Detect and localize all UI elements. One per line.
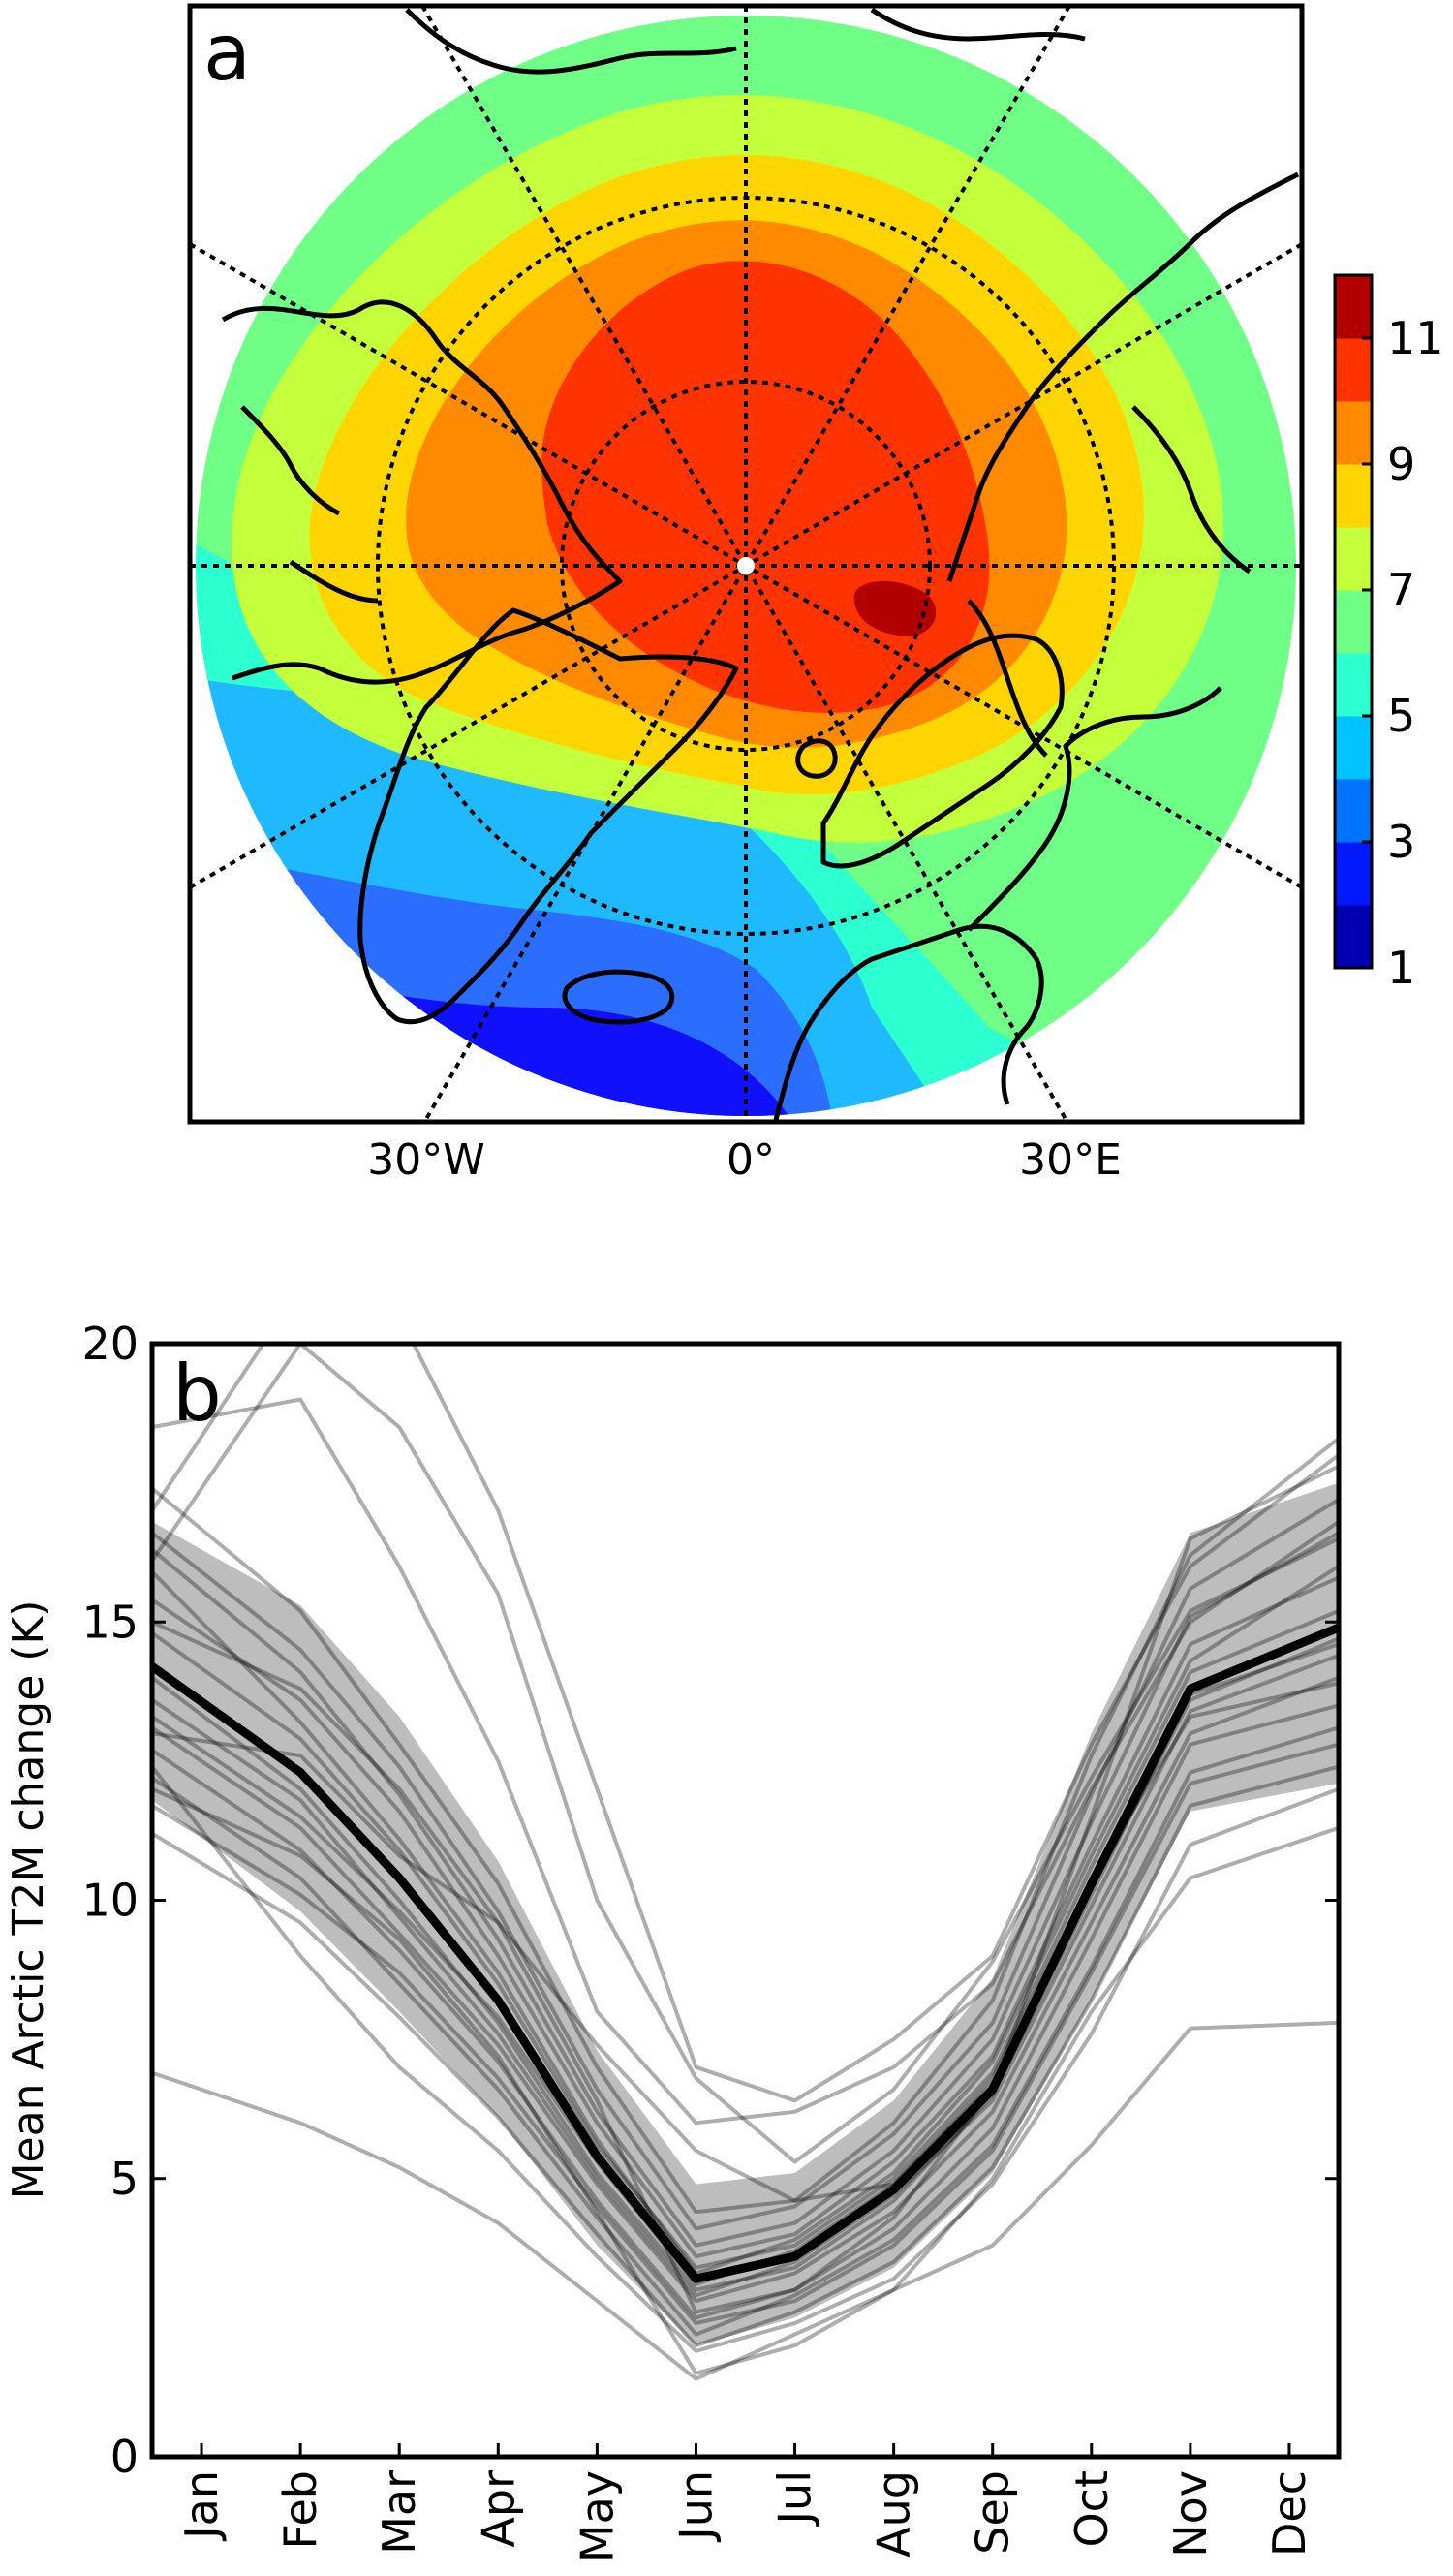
iceland-coast (562, 969, 675, 1025)
lon-label-30e: 30°E (1019, 1135, 1122, 1185)
y-axis-ticks: 0 5 10 15 20 (81, 1318, 1339, 2483)
member-line (152, 1608, 1339, 2270)
panel-b: b 0 5 10 15 20 Jan Feb Mar Apr May Jun Jul Aug Sep Oc… (4, 1318, 1342, 2562)
member-line (152, 1786, 1339, 2375)
member-line (152, 1344, 1339, 2164)
member-line (152, 1531, 1339, 2248)
colorbar-tick-label: 3 (1387, 816, 1415, 868)
member-line (152, 1565, 1339, 2276)
longitude-labels: 30°W 0° 30°E (367, 1135, 1122, 1185)
novaya-zemlya-coast (967, 599, 1048, 758)
x-tick-label: Jun (669, 2470, 722, 2543)
panel-a: a 30°W 0° 30°E 1 3 5 7 9 11 (187, 3, 1444, 1185)
member-line (152, 1437, 1339, 2215)
colorbar-frame (1333, 273, 1374, 970)
panel-a-label: a (203, 8, 251, 98)
north-pole-marker (737, 557, 755, 574)
x-tick-label: Jul (769, 2470, 821, 2528)
member-line (152, 1742, 1339, 2326)
panel-b-label: b (172, 1349, 222, 1439)
member-line (152, 2020, 1339, 2381)
colorbar-blocks (1335, 275, 1372, 969)
field-dark-red (853, 580, 937, 636)
x-tick-label: Sep (967, 2470, 1019, 2555)
y-tick-label: 15 (81, 1596, 139, 1648)
colorbar-ticks: 1 3 5 7 9 11 (1362, 312, 1444, 994)
member-line (152, 1703, 1339, 2320)
y-tick-label: 0 (110, 2431, 139, 2483)
russia-coast (946, 171, 1300, 582)
colorbar-tick-label: 7 (1387, 564, 1415, 616)
y-tick-label: 5 (110, 2153, 139, 2205)
member-line (152, 1575, 1339, 2259)
member-line (152, 1764, 1339, 2348)
ensemble-mean-line (152, 1623, 1339, 2283)
north-top-coast (405, 7, 1086, 75)
colorbar-block (1335, 464, 1372, 528)
canada-coast (221, 299, 623, 685)
colorbar-block (1335, 590, 1372, 654)
colorbar-block (1335, 716, 1372, 780)
x-tick-label: Nov (1164, 2470, 1217, 2558)
panel-a-frame (187, 3, 1305, 1125)
ensemble-spread-band (152, 1482, 1339, 2346)
greenland-coast (357, 607, 739, 1025)
x-tick-label: Jan (175, 2470, 228, 2542)
colorbar-block (1335, 401, 1372, 465)
colorbar-block (1335, 338, 1372, 402)
member-line (152, 1725, 1339, 2337)
member-line (152, 1344, 1339, 2103)
member-line (152, 1765, 1339, 2353)
colorbar-tick-label: 11 (1387, 312, 1444, 364)
colorbar-block (1335, 905, 1372, 969)
x-tick-label: Aug (868, 2470, 920, 2558)
coastlines (221, 7, 1300, 1122)
member-line (152, 1464, 1339, 2314)
y-tick-label: 20 (81, 1318, 139, 1370)
x-tick-label: Mar (373, 2470, 425, 2555)
colorbar: 1 3 5 7 9 11 (1333, 273, 1444, 994)
lon-label-0: 0° (726, 1135, 775, 1185)
member-line (152, 1653, 1339, 2298)
colorbar-block (1335, 527, 1372, 591)
x-axis-ticks: Jan Feb Mar Apr May Jun Jul Aug Sep Oct Nov Dec (175, 2443, 1315, 2562)
y-axis-label: Mean Arctic T2M change (K) (4, 1600, 53, 2200)
colorbar-block (1335, 842, 1372, 906)
colorbar-tick-label: 1 (1387, 942, 1415, 994)
member-line (152, 1498, 1339, 2231)
x-tick-label: Feb (274, 2470, 326, 2549)
lon-label-30w: 30°W (367, 1135, 485, 1185)
colorbar-block (1335, 275, 1372, 339)
member-line (152, 1642, 1339, 2292)
x-tick-label: May (571, 2470, 623, 2562)
latitude-circle-inner (560, 380, 932, 752)
colorbar-tick-label: 9 (1387, 438, 1415, 490)
colorbar-tick-label: 5 (1387, 690, 1415, 742)
x-tick-label: Dec (1263, 2470, 1315, 2557)
colorbar-block (1335, 779, 1372, 843)
y-tick-label: 10 (81, 1875, 139, 1927)
x-tick-label: Apr (472, 2470, 524, 2548)
member-line (152, 1397, 1339, 2126)
member-line (152, 1675, 1339, 2304)
colorbar-block (1335, 653, 1372, 717)
x-tick-label: Oct (1066, 2470, 1118, 2548)
scandinavia-coast (820, 633, 1065, 869)
svalbard-coast (795, 738, 838, 779)
